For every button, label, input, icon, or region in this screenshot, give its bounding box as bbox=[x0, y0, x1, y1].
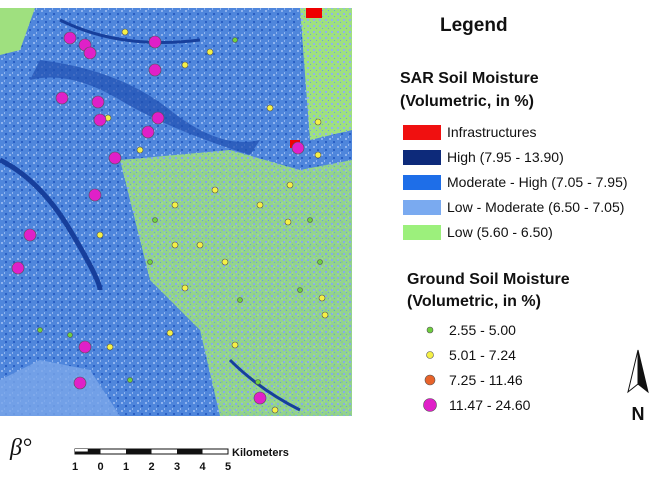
sample-point bbox=[287, 182, 293, 188]
legend-swatch bbox=[403, 225, 441, 240]
sample-point bbox=[257, 202, 263, 208]
section-subtitle: (Volumetric, in %) bbox=[400, 93, 534, 110]
sample-point bbox=[167, 330, 173, 336]
legend-dot bbox=[425, 375, 435, 385]
north-label: N bbox=[632, 404, 645, 424]
sample-point bbox=[182, 285, 188, 291]
sample-point bbox=[107, 344, 113, 350]
section-title: Ground Soil Moisture bbox=[407, 271, 570, 288]
scale-unit: Kilometers bbox=[232, 447, 289, 459]
sample-point bbox=[92, 96, 104, 108]
legend-swatch bbox=[403, 175, 441, 190]
legend-dot bbox=[427, 352, 434, 359]
sample-point bbox=[89, 189, 101, 201]
legend-dot bbox=[427, 327, 433, 333]
legend-label: High (7.95 - 13.90) bbox=[447, 149, 564, 165]
sample-point bbox=[298, 288, 303, 293]
sample-point bbox=[128, 378, 133, 383]
sample-point bbox=[149, 64, 161, 76]
sample-point bbox=[232, 342, 238, 348]
legend-swatch bbox=[403, 150, 441, 165]
sample-point bbox=[212, 187, 218, 193]
sample-point bbox=[233, 38, 238, 43]
legend-label: 2.55 - 5.00 bbox=[449, 322, 516, 338]
sample-point bbox=[68, 333, 73, 338]
sample-point bbox=[318, 260, 323, 265]
sample-point bbox=[292, 142, 304, 154]
sample-point bbox=[137, 147, 143, 153]
legend-label: 5.01 - 7.24 bbox=[449, 347, 516, 363]
scale-label: 4 bbox=[199, 461, 206, 473]
scale-segment bbox=[75, 449, 88, 452]
sample-point bbox=[109, 152, 121, 164]
scale-label: 5 bbox=[225, 461, 231, 473]
sample-point bbox=[285, 219, 291, 225]
sample-point bbox=[152, 112, 164, 124]
sample-point bbox=[182, 62, 188, 68]
section-title: SAR Soil Moisture bbox=[400, 70, 539, 87]
section-subtitle: (Volumetric, in %) bbox=[407, 293, 541, 310]
legend-dot bbox=[424, 399, 437, 412]
north-arrow: N bbox=[628, 350, 648, 424]
sample-point bbox=[315, 119, 321, 125]
sample-point bbox=[172, 202, 178, 208]
sample-point bbox=[94, 114, 106, 126]
sample-point bbox=[148, 260, 153, 265]
sample-point bbox=[207, 49, 213, 55]
logo: β° bbox=[9, 435, 32, 461]
sample-point bbox=[172, 242, 178, 248]
sample-point bbox=[222, 259, 228, 265]
legend-label: Low - Moderate (6.50 - 7.05) bbox=[447, 199, 624, 215]
map bbox=[0, 8, 352, 416]
sample-point bbox=[256, 380, 261, 385]
sample-point bbox=[153, 218, 158, 223]
legend-label: Low (5.60 - 6.50) bbox=[447, 224, 553, 240]
scale-label: 0 bbox=[97, 461, 103, 473]
sample-point bbox=[149, 36, 161, 48]
legend-label: Moderate - High (7.05 - 7.95) bbox=[447, 174, 628, 190]
sample-point bbox=[254, 392, 266, 404]
sample-point bbox=[142, 126, 154, 138]
sample-point bbox=[308, 218, 313, 223]
legend-swatch bbox=[403, 125, 441, 140]
sample-point bbox=[238, 298, 243, 303]
sample-point bbox=[24, 229, 36, 241]
sample-point bbox=[79, 341, 91, 353]
legend-label: 11.47 - 24.60 bbox=[449, 397, 531, 413]
sample-point bbox=[12, 262, 24, 274]
scale-label: 2 bbox=[148, 461, 154, 473]
legend-title: Legend bbox=[440, 15, 508, 36]
sample-point bbox=[84, 47, 96, 59]
scale-label: 3 bbox=[174, 461, 180, 473]
scale-label: 1 bbox=[123, 461, 129, 473]
sample-point bbox=[267, 105, 273, 111]
legend-label: Infrastructures bbox=[447, 124, 536, 140]
scale-label: 1 bbox=[72, 461, 78, 473]
page: Legend SAR Soil Moisture (Volumetric, in… bbox=[0, 0, 662, 478]
legend-label: 7.25 - 11.46 bbox=[449, 372, 523, 388]
sample-point bbox=[315, 152, 321, 158]
sample-point bbox=[322, 312, 328, 318]
sample-point bbox=[64, 32, 76, 44]
sample-point bbox=[319, 295, 325, 301]
sample-point bbox=[97, 232, 103, 238]
sample-point bbox=[38, 328, 43, 333]
sample-point bbox=[122, 29, 128, 35]
sample-point bbox=[74, 377, 86, 389]
legend-swatch bbox=[403, 200, 441, 215]
sample-point bbox=[272, 407, 278, 413]
scale-segment bbox=[126, 449, 152, 454]
scale-segment bbox=[177, 449, 203, 454]
sample-point bbox=[56, 92, 68, 104]
sample-point bbox=[197, 242, 203, 248]
